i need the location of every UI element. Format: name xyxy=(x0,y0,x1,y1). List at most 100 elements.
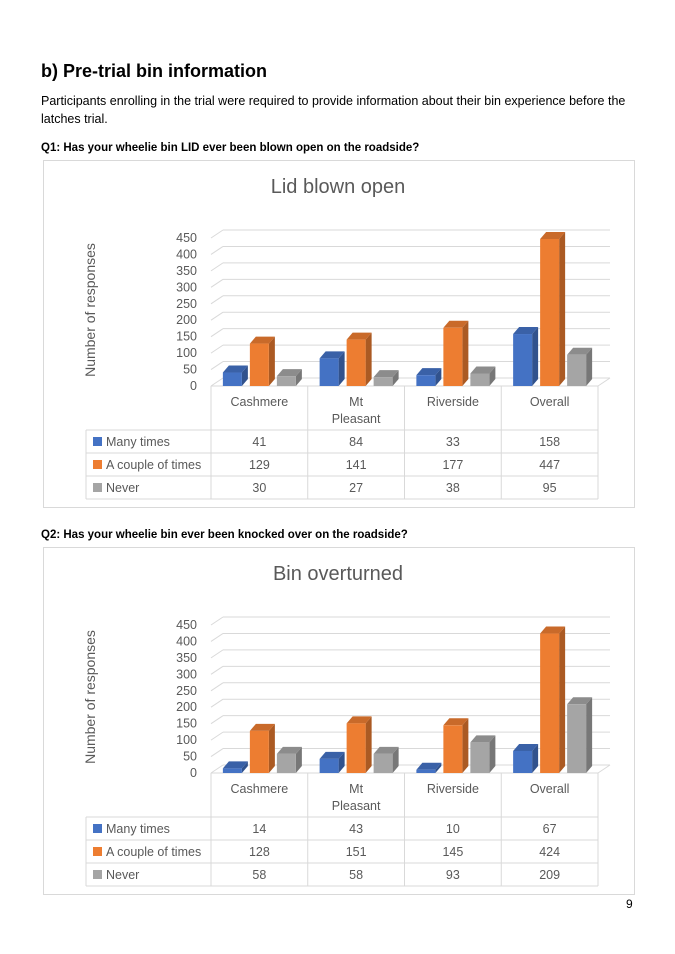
category-label: Cashmere xyxy=(231,395,289,409)
bar-face xyxy=(416,769,436,773)
bar-top xyxy=(276,746,302,754)
y-tick-label: 100 xyxy=(176,346,197,360)
legend-key-a-couple-of-times xyxy=(93,460,102,469)
bar-top xyxy=(222,365,248,373)
bar-a-couple-of-times-overall xyxy=(540,231,566,386)
y-tick-label: 400 xyxy=(176,634,197,648)
gridline-side xyxy=(210,616,224,626)
y-tick-label: 0 xyxy=(190,379,197,393)
data-label: 27 xyxy=(349,481,363,495)
legend-key-never xyxy=(93,483,102,492)
legend-key-a-couple-of-times xyxy=(93,847,102,856)
bar-side xyxy=(489,366,496,386)
bar-top xyxy=(373,370,399,378)
bar-top xyxy=(540,231,566,239)
y-tick-label: 200 xyxy=(176,700,197,714)
gridline-side xyxy=(210,311,224,321)
bar-top xyxy=(249,723,275,731)
y-tick-label: 300 xyxy=(176,280,197,294)
data-label: 43 xyxy=(349,822,363,836)
category-label-cont: Pleasant xyxy=(332,799,381,813)
legend-key-many-times xyxy=(93,824,102,833)
y-tick-label: 450 xyxy=(176,618,197,632)
gridline-side xyxy=(210,278,224,288)
bar-top xyxy=(443,320,469,328)
legend-label-a-couple-of-times: A couple of times xyxy=(106,458,201,472)
question-1: Q1: Has your wheelie bin LID ever been b… xyxy=(41,142,420,154)
bar-never-cashmere xyxy=(276,746,302,773)
bar-never-riverside xyxy=(470,366,496,386)
bar-never-cashmere xyxy=(276,369,302,386)
bar-top xyxy=(222,761,248,769)
bar-never-overall xyxy=(567,697,593,773)
bar-face xyxy=(540,633,560,773)
category-label: Riverside xyxy=(427,395,479,409)
bar-face xyxy=(470,373,490,386)
bar-many-times-overall xyxy=(513,743,539,773)
bar-face xyxy=(416,375,436,386)
data-label: 84 xyxy=(349,435,363,449)
gridline-side xyxy=(210,246,224,255)
bar-top xyxy=(443,718,469,726)
bar-side xyxy=(532,743,539,773)
bar-many-times-cashmere xyxy=(222,761,248,773)
gridline-side xyxy=(210,715,224,725)
bar-side xyxy=(489,735,496,773)
bar-a-couple-of-times-riverside xyxy=(443,718,469,773)
gridline-side xyxy=(210,633,224,642)
bar-top xyxy=(567,697,593,705)
bar-side xyxy=(586,697,593,773)
y-tick-label: 450 xyxy=(176,231,197,245)
gridline-side xyxy=(210,665,224,675)
bar-side xyxy=(462,320,469,386)
bar-a-couple-of-times-cashmere xyxy=(249,336,275,386)
bar-top xyxy=(416,762,442,770)
legend-key-never xyxy=(93,870,102,879)
gridline-side xyxy=(210,649,224,659)
data-label: 93 xyxy=(446,868,460,882)
y-tick-label: 100 xyxy=(176,733,197,747)
bar-face xyxy=(373,753,393,773)
bar-side xyxy=(268,336,275,386)
data-label: 177 xyxy=(442,458,463,472)
bar-face xyxy=(346,723,366,773)
bar-face xyxy=(567,704,587,773)
legend-label-many-times: Many times xyxy=(106,822,170,836)
bar-face xyxy=(249,730,269,773)
bar-top xyxy=(567,347,593,355)
data-label: 158 xyxy=(539,435,560,449)
bar-face xyxy=(373,377,393,386)
bar-top xyxy=(513,327,539,335)
bar-face xyxy=(513,750,533,773)
legend-label-never: Never xyxy=(106,481,139,495)
data-label: 145 xyxy=(442,845,463,859)
bar-face xyxy=(249,343,269,386)
bar-face xyxy=(319,758,339,773)
bar-top xyxy=(346,332,372,340)
y-tick-label: 50 xyxy=(183,363,197,377)
chart-frame xyxy=(43,547,635,895)
gridline-side xyxy=(210,262,224,272)
data-label: 58 xyxy=(252,868,266,882)
y-tick-label: 250 xyxy=(176,684,197,698)
data-label: 209 xyxy=(539,868,560,882)
data-label: 424 xyxy=(539,845,560,859)
y-tick-label: 150 xyxy=(176,330,197,344)
bar-face xyxy=(276,753,296,773)
data-label: 10 xyxy=(446,822,460,836)
bar-top xyxy=(249,336,275,344)
y-tick-label: 350 xyxy=(176,651,197,665)
bar-side xyxy=(462,718,469,773)
data-label: 141 xyxy=(346,458,367,472)
section-title: Pre-trial bin information xyxy=(63,61,268,81)
chart-title: Lid blown open xyxy=(271,176,406,198)
category-label: Overall xyxy=(530,395,570,409)
bar-side xyxy=(338,751,345,773)
intro-paragraph: Participants enrolling in the trial were… xyxy=(41,94,626,126)
bar-side xyxy=(241,761,248,773)
bar-side xyxy=(338,351,345,386)
gridline-side xyxy=(210,682,224,692)
bar-side xyxy=(268,723,275,773)
bar-many-times-cashmere xyxy=(222,365,248,386)
bar-many-times-riverside xyxy=(416,762,442,773)
